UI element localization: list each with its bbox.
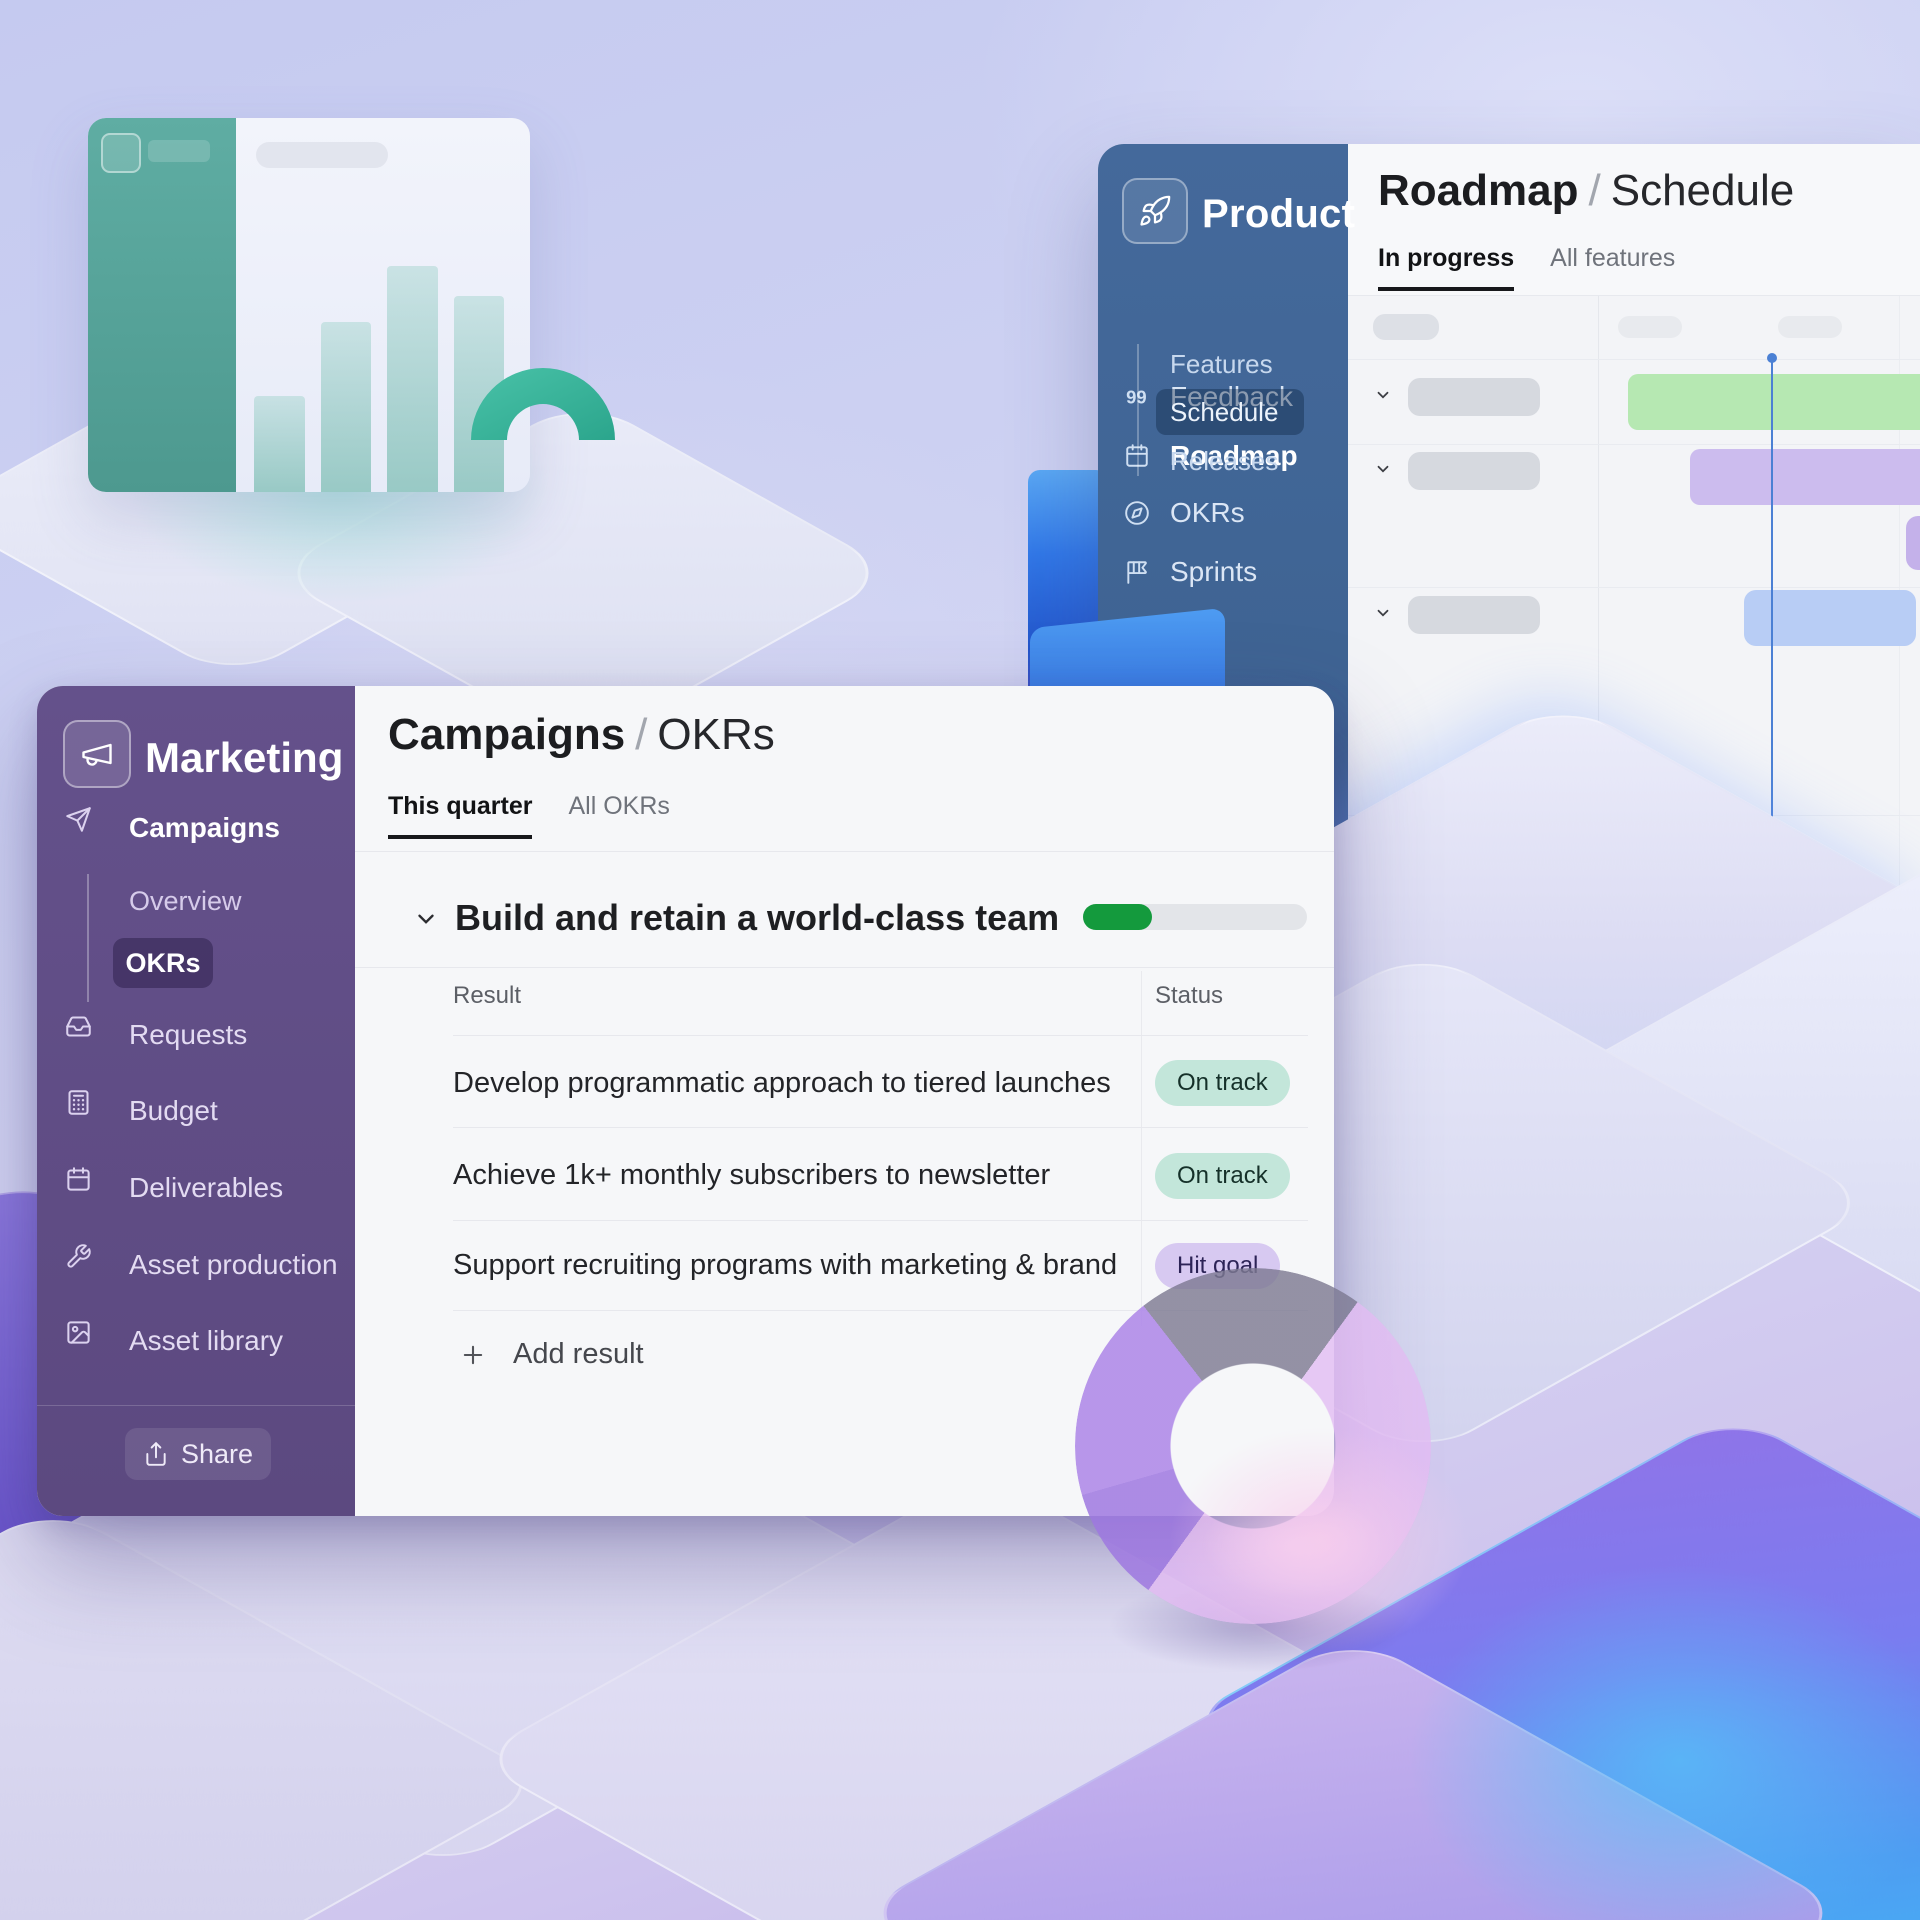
gantt-bar[interactable] — [1690, 449, 1920, 505]
sidebar-item-features[interactable]: Features — [1170, 349, 1273, 379]
gantt-bar[interactable] — [1906, 516, 1920, 570]
breadcrumb: Campaigns / OKRs — [388, 710, 775, 759]
sidebar-item-asset-production[interactable]: Asset production — [37, 1243, 355, 1287]
chevron-down-icon[interactable] — [1374, 460, 1392, 478]
arch-illustration — [471, 368, 615, 440]
divider — [355, 851, 1334, 852]
illustration-bar — [320, 322, 371, 492]
sidebar-divider — [37, 1405, 355, 1406]
add-result-button[interactable]: Add result — [459, 1338, 644, 1371]
tab-this-quarter[interactable]: This quarter — [388, 792, 533, 839]
row-separator — [1348, 359, 1920, 360]
breadcrumb-parent[interactable]: Roadmap — [1378, 166, 1579, 215]
breadcrumb-parent[interactable]: Campaigns — [388, 710, 626, 759]
share-icon — [143, 1441, 169, 1467]
tab-bar: This quarter All OKRs — [388, 792, 670, 839]
grid-line — [1598, 296, 1599, 944]
quote-icon: 99 — [1124, 384, 1150, 410]
tree-line — [1137, 344, 1139, 476]
app-title: Product — [1202, 192, 1356, 236]
sidebar-item-sprints[interactable]: Sprints — [1098, 550, 1348, 594]
tab-in-progress[interactable]: In progress — [1378, 244, 1515, 291]
row-divider — [453, 1220, 1308, 1221]
illustration-logo — [101, 133, 141, 173]
okr-title: Build and retain a world-class team — [455, 897, 1060, 938]
placeholder-pill — [1778, 316, 1842, 338]
sidebar-item-okrs[interactable]: OKRs — [113, 938, 213, 988]
chevron-down-icon[interactable] — [1374, 604, 1392, 622]
bar-chart-illustration — [88, 118, 530, 492]
sidebar-item-releases[interactable]: Releases — [1170, 446, 1279, 476]
image-icon — [65, 1319, 92, 1346]
breadcrumb: Roadmap / Schedule — [1378, 166, 1795, 215]
calendar-icon — [1124, 443, 1150, 469]
tab-bar: In progress All features — [1378, 244, 1675, 291]
placeholder-pill — [1408, 378, 1540, 416]
row-divider — [453, 1127, 1308, 1128]
progress-bar — [1083, 904, 1307, 930]
flag-icon — [1124, 559, 1150, 585]
sidebar-item-okrs[interactable]: OKRs — [1098, 491, 1348, 535]
compass-icon — [1124, 500, 1150, 526]
result-cell[interactable]: Achieve 1k+ monthly subscribers to newsl… — [453, 1159, 1051, 1191]
row-separator — [1348, 587, 1920, 588]
placeholder-pill — [256, 142, 388, 168]
gantt-bar[interactable] — [1744, 590, 1916, 646]
placeholder-pill — [1618, 316, 1682, 338]
tab-all-features[interactable]: All features — [1550, 244, 1676, 272]
today-line — [1767, 353, 1777, 924]
inbox-icon — [65, 1013, 92, 1040]
sidebar-item-campaigns[interactable]: Campaigns — [37, 806, 355, 850]
sidebar-item-roadmap[interactable]: Roadmap — [1098, 434, 1348, 478]
placeholder-pill — [1408, 452, 1540, 490]
sidebar-item-budget[interactable]: Budget — [37, 1089, 355, 1133]
megaphone-icon — [63, 720, 131, 788]
sidebar-item-schedule[interactable]: Schedule — [1156, 389, 1304, 435]
chevron-down-icon[interactable] — [1374, 386, 1392, 404]
sidebar-item-requests[interactable]: Requests — [37, 1013, 355, 1057]
placeholder-pill — [1408, 596, 1540, 634]
share-button[interactable]: Share — [125, 1428, 271, 1480]
send-icon — [65, 806, 92, 833]
rocket-icon — [1122, 178, 1188, 244]
column-header-result: Result — [453, 982, 522, 1009]
sidebar-item-feedback[interactable]: 99 Feedback — [1098, 375, 1348, 419]
breadcrumb-current: Schedule — [1610, 166, 1795, 215]
row-separator — [1348, 444, 1920, 445]
illustration-bars — [254, 192, 504, 492]
gantt-bar[interactable] — [1628, 374, 1920, 430]
progress-fill — [1083, 904, 1153, 930]
sidebar-item-deliverables[interactable]: Deliverables — [37, 1166, 355, 1210]
divider — [355, 967, 1334, 968]
illustration-bar — [254, 396, 305, 492]
chevron-down-icon[interactable] — [413, 906, 439, 932]
marketing-sidebar: Marketing Campaigns Overview OKRs Reques… — [37, 686, 355, 1516]
calendar-icon — [65, 1166, 92, 1193]
app-title: Marketing — [145, 734, 344, 781]
row-divider — [453, 1310, 1308, 1311]
status-badge[interactable]: On track — [1155, 1153, 1290, 1199]
breadcrumb-current: OKRs — [657, 710, 775, 759]
tree-line — [87, 874, 89, 1002]
calculator-icon — [65, 1089, 92, 1116]
svg-text:99: 99 — [1126, 387, 1146, 408]
result-cell[interactable]: Support recruiting programs with marketi… — [453, 1249, 1118, 1281]
column-header-status: Status — [1155, 982, 1224, 1009]
placeholder-pill — [148, 140, 210, 162]
sidebar-item-overview[interactable]: Overview — [129, 886, 242, 916]
row-divider — [453, 1035, 1308, 1036]
illustration-sidebar — [88, 118, 236, 492]
plus-icon — [459, 1341, 487, 1369]
illustration-bar — [387, 266, 438, 492]
result-cell[interactable]: Develop programmatic approach to tiered … — [453, 1067, 1111, 1099]
donut-chart-illustration — [1075, 1268, 1431, 1624]
status-badge[interactable]: On track — [1155, 1060, 1290, 1106]
sidebar-item-asset-library[interactable]: Asset library — [37, 1319, 355, 1363]
placeholder-pill — [1373, 314, 1439, 340]
tab-all-okrs[interactable]: All OKRs — [568, 792, 670, 820]
column-divider — [1141, 971, 1142, 1326]
wrench-icon — [65, 1243, 92, 1270]
